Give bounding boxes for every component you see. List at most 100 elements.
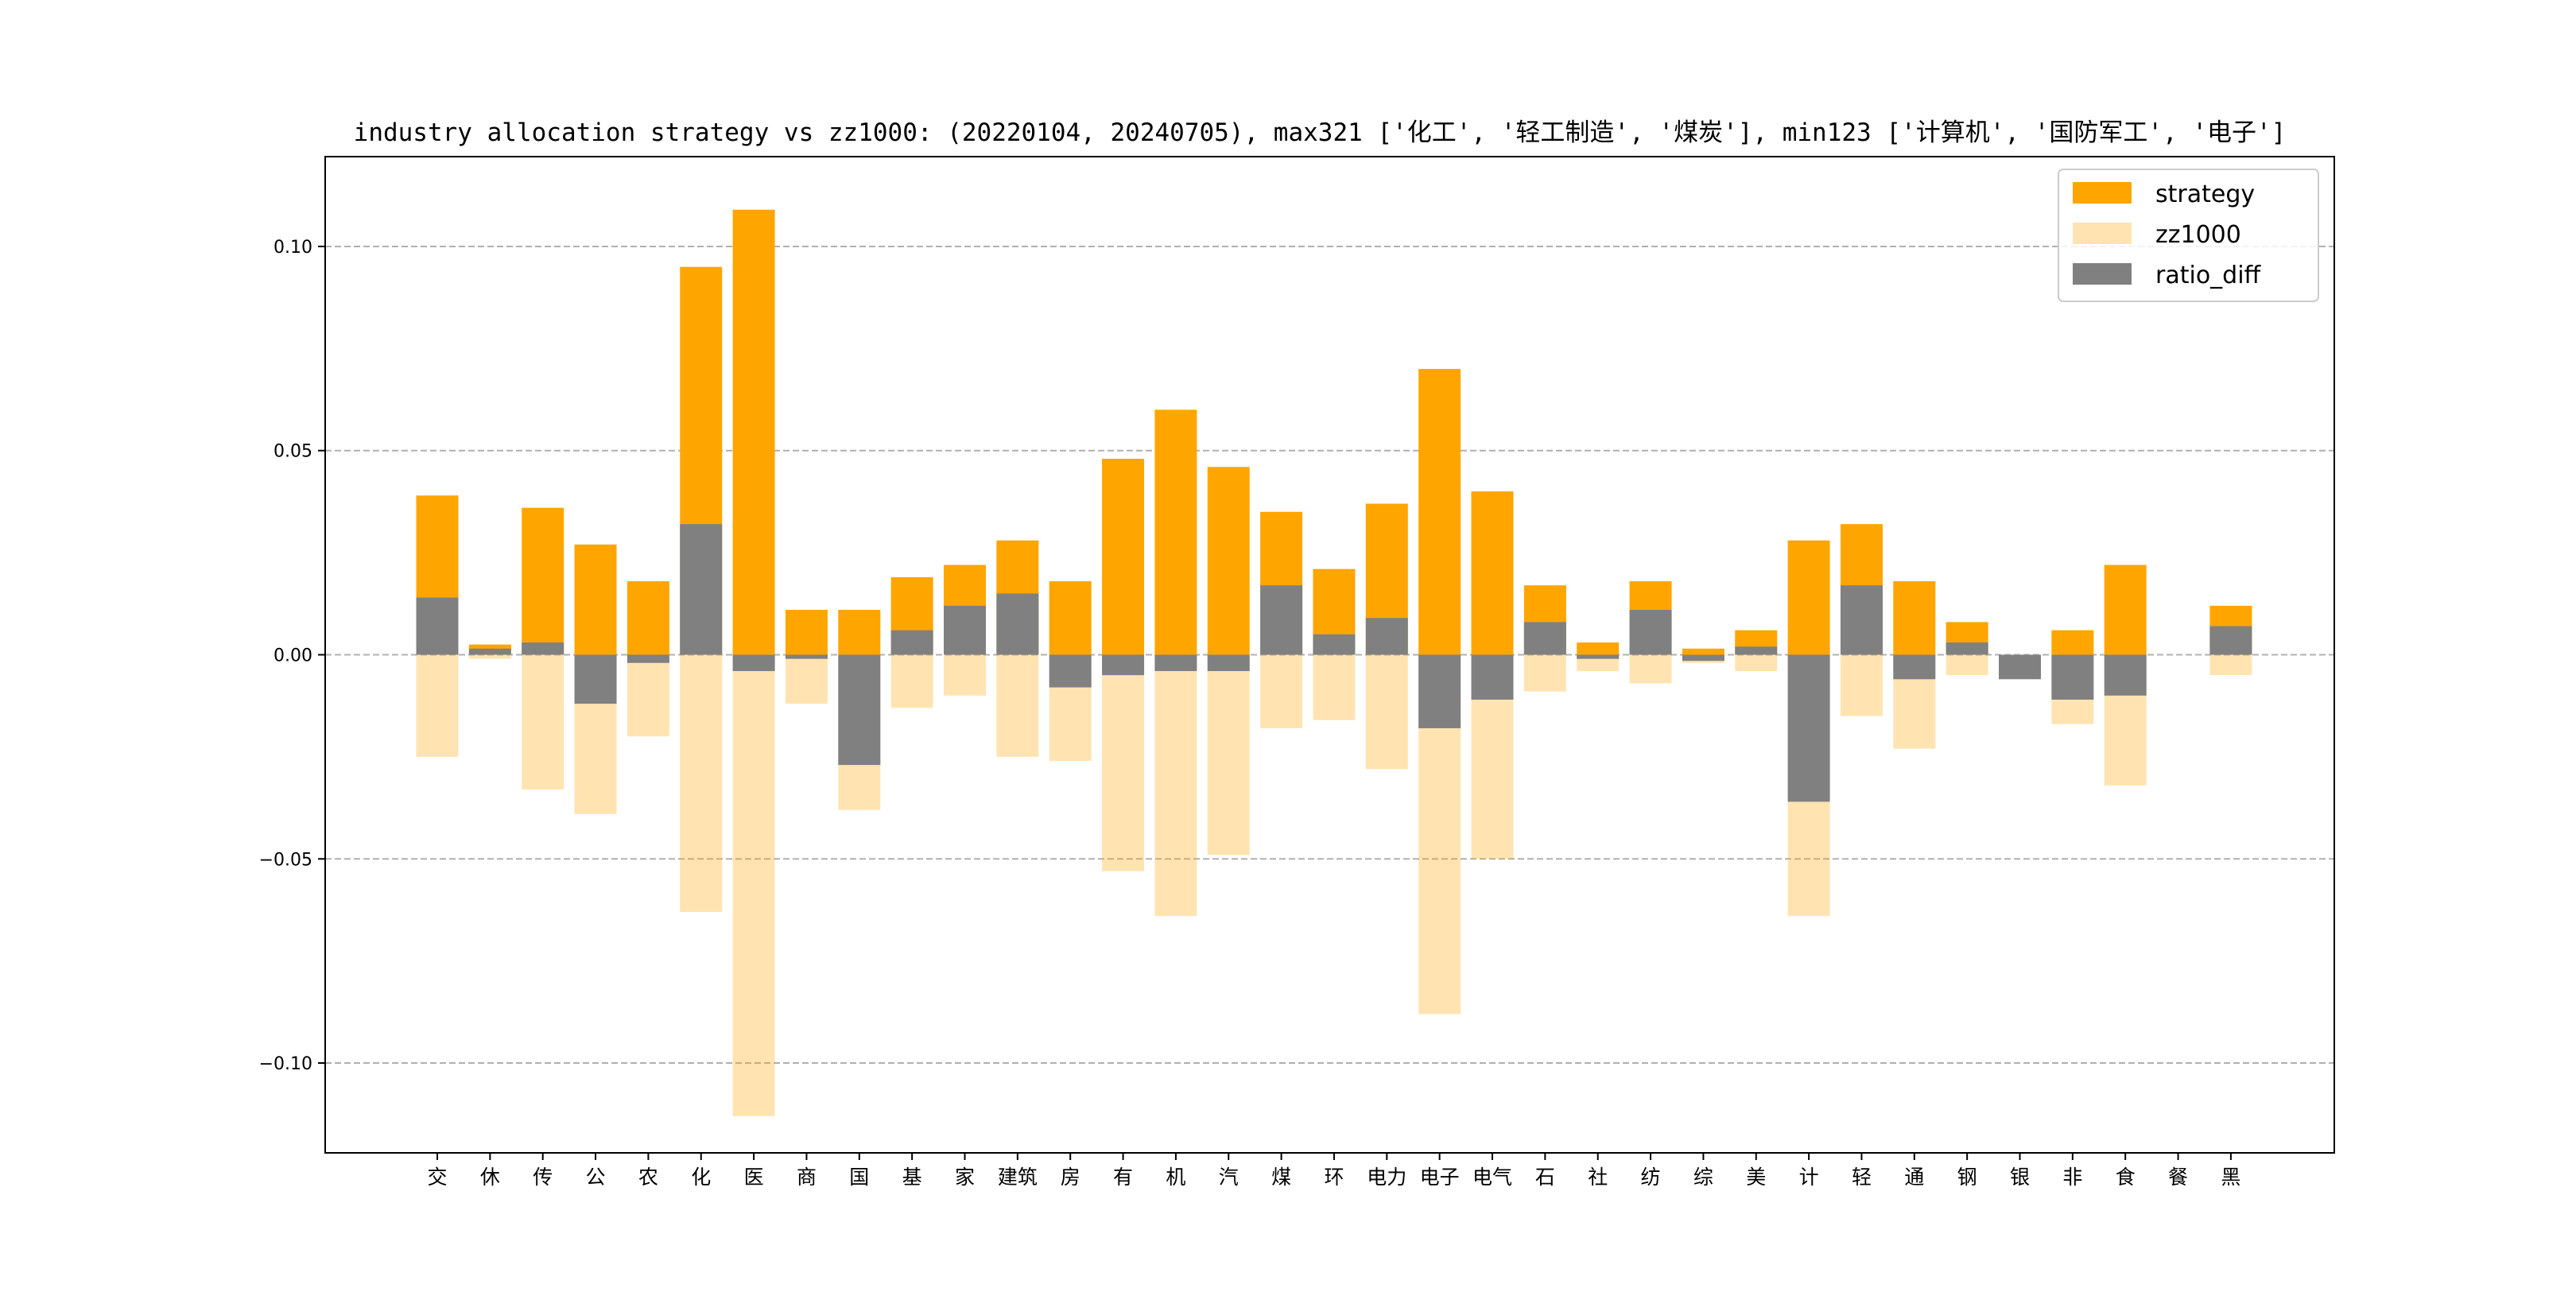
bar-strategy	[1577, 642, 1620, 655]
bar-ratio-diff	[1365, 618, 1408, 655]
x-tick-label: 房	[1061, 1166, 1080, 1189]
bar-zz1000	[944, 654, 986, 696]
x-tick-label: 农	[638, 1166, 658, 1189]
bar-ratio-diff	[996, 593, 1039, 655]
bar-zz1000	[1365, 654, 1408, 770]
bar-ratio-diff	[1260, 585, 1303, 655]
x-tick-label: 钢	[1957, 1166, 1977, 1189]
bar-ratio-diff	[574, 654, 617, 704]
bar-ratio-diff	[1946, 642, 1988, 655]
bar-zz1000	[680, 654, 723, 913]
bars-layer	[416, 209, 2252, 1116]
bar-zz1000	[1260, 654, 1303, 728]
y-tick-label: 0.05	[274, 442, 312, 462]
bar-strategy	[1154, 409, 1197, 655]
x-axis: 交 休 传 公 农 化 医 商 国 基 家建筑房 有 机 汽 煤 环电力 电子 电气石 社 纺 综 美 计 轻 通 钢 银 非 食 餐 黑	[427, 1153, 2240, 1189]
bar-ratio-diff	[1999, 654, 2041, 680]
bar-strategy	[2051, 630, 2094, 655]
bar-ratio-diff	[838, 654, 881, 766]
bar-ratio-diff	[1523, 622, 1566, 655]
bar-ratio-diff	[627, 654, 669, 663]
legend-swatch-strategy	[2073, 182, 2132, 204]
x-tick-label: 建筑	[998, 1166, 1038, 1189]
bar-ratio-diff	[1313, 634, 1356, 655]
bar-zz1000	[1313, 654, 1356, 720]
bar-strategy	[522, 507, 564, 655]
bar-ratio-diff	[1840, 585, 1883, 655]
legend-label-zz1000: zz1000	[2155, 221, 2241, 249]
bar-zz1000	[2209, 654, 2252, 676]
bar-ratio-diff	[1577, 654, 1620, 659]
chart-title: industry allocation strategy vs zz1000: …	[354, 118, 2287, 147]
bar-zz1000	[890, 654, 933, 708]
y-tick-label: −0.05	[259, 850, 312, 870]
bar-ratio-diff	[1207, 654, 1250, 672]
x-tick-label: 传	[533, 1166, 553, 1189]
x-tick-label: 煤	[1271, 1166, 1291, 1189]
x-tick-label: 石	[1535, 1166, 1555, 1189]
bar-ratio-diff	[680, 524, 723, 655]
bar-strategy	[1471, 491, 1514, 655]
x-tick-label: 非	[2062, 1166, 2082, 1189]
x-tick-label: 基	[902, 1166, 922, 1189]
x-tick-label: 综	[1693, 1166, 1713, 1189]
bar-zz1000	[996, 654, 1039, 757]
legend-swatch-ratio-diff	[2073, 263, 2132, 285]
x-tick-label: 汽	[1219, 1166, 1239, 1189]
bar-strategy	[1418, 369, 1461, 655]
bar-strategy	[1787, 540, 1830, 655]
x-tick-label: 化	[691, 1166, 711, 1189]
y-tick-label: 0.00	[274, 646, 312, 666]
bar-strategy	[1207, 467, 1250, 655]
x-tick-label: 家	[955, 1166, 975, 1189]
x-tick-label: 电力	[1367, 1166, 1406, 1189]
bar-ratio-diff	[1735, 646, 1778, 655]
bar-zz1000	[732, 654, 775, 1116]
bar-ratio-diff	[2051, 654, 2094, 700]
bar-strategy	[627, 581, 669, 655]
bar-zz1000	[416, 654, 459, 757]
bar-strategy	[785, 610, 828, 655]
bar-ratio-diff	[732, 654, 775, 672]
bar-zz1000	[785, 654, 828, 704]
x-tick-label: 商	[797, 1166, 817, 1189]
bar-ratio-diff	[944, 605, 986, 655]
bar-ratio-diff	[1629, 610, 1672, 655]
x-tick-label: 食	[2116, 1166, 2136, 1189]
bar-ratio-diff	[1102, 654, 1145, 676]
x-tick-label: 美	[1746, 1166, 1766, 1189]
bar-ratio-diff	[1418, 654, 1461, 728]
x-tick-label: 电子	[1420, 1166, 1460, 1189]
x-tick-label: 轻	[1852, 1166, 1872, 1189]
bar-strategy	[1682, 648, 1724, 655]
bar-strategy	[732, 209, 775, 655]
y-axis: 0.10 0.05 0.00 −0.05 −0.10	[259, 238, 325, 1074]
bar-ratio-diff	[1154, 654, 1197, 672]
x-tick-label: 计	[1799, 1166, 1819, 1189]
bar-ratio-diff	[1682, 654, 1724, 662]
x-tick-label: 银	[2010, 1166, 2030, 1189]
x-tick-label: 交	[427, 1166, 447, 1189]
legend-label-strategy: strategy	[2155, 180, 2255, 208]
bar-zz1000	[1946, 654, 1988, 676]
bar-ratio-diff	[522, 642, 564, 655]
legend-label-ratio-diff: ratio_diff	[2155, 262, 2262, 289]
x-tick-label: 公	[586, 1166, 606, 1189]
x-tick-label: 黑	[2221, 1166, 2240, 1189]
bar-zz1000	[1735, 654, 1778, 672]
bar-ratio-diff	[1893, 654, 1936, 680]
bar-ratio-diff	[1049, 654, 1092, 688]
bar-ratio-diff	[2209, 626, 2252, 655]
x-tick-label: 机	[1166, 1166, 1185, 1189]
bar-ratio-diff	[890, 630, 933, 655]
bar-zz1000	[1102, 654, 1145, 871]
bar-strategy	[1049, 581, 1092, 655]
legend: strategy zz1000 ratio_diff	[2058, 169, 2319, 302]
x-tick-label: 纺	[1641, 1166, 1661, 1189]
x-tick-label: 社	[1588, 1166, 1608, 1189]
x-tick-label: 国	[849, 1166, 869, 1189]
bar-ratio-diff	[416, 597, 459, 655]
bar-ratio-diff	[2104, 654, 2147, 696]
